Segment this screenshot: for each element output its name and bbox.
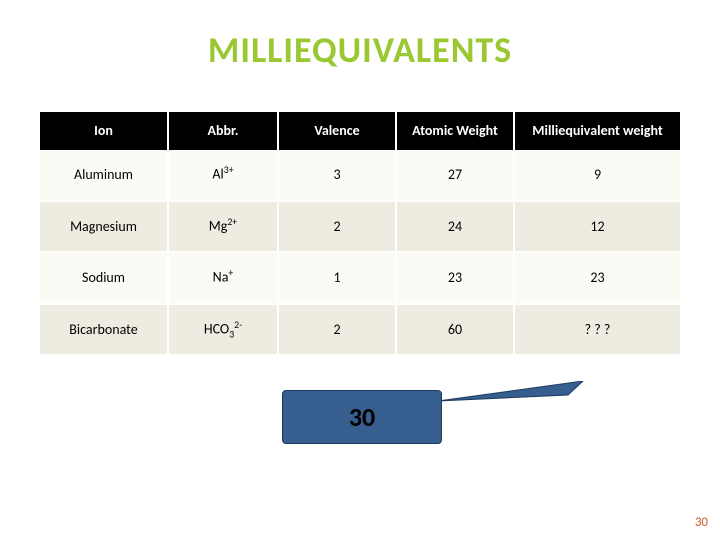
page-title: MILLIEQUIVALENTS: [0, 0, 720, 112]
cell-meq: 12: [514, 201, 680, 252]
col-header-atomic: Atomic Weight: [396, 112, 514, 150]
meq-table: Ion Abbr. Valence Atomic Weight Milliequ…: [40, 112, 680, 356]
table-row: Sodium Na+ 1 23 23: [40, 252, 680, 303]
abbr-sup: 2+: [227, 216, 237, 228]
cell-ion: Bicarbonate: [40, 304, 168, 355]
col-header-abbr: Abbr.: [168, 112, 278, 150]
abbr-sup: +: [228, 267, 233, 279]
table-header-row: Ion Abbr. Valence Atomic Weight Milliequ…: [40, 112, 680, 150]
col-header-valence: Valence: [278, 112, 396, 150]
cell-atomic: 27: [396, 150, 514, 200]
cell-abbr: Mg2+: [168, 201, 278, 252]
cell-atomic: 24: [396, 201, 514, 252]
table-row: Magnesium Mg2+ 2 24 12: [40, 201, 680, 252]
abbr-sup: 2-: [234, 319, 242, 331]
abbr-sup: 3+: [224, 164, 234, 176]
cell-meq: ? ? ?: [514, 304, 680, 355]
callout-value: 30: [349, 401, 375, 433]
table-row: Aluminum Al3+ 3 27 9: [40, 150, 680, 200]
cell-atomic: 23: [396, 252, 514, 303]
cell-abbr: Al3+: [168, 150, 278, 200]
cell-valence: 2: [278, 201, 396, 252]
abbr-base: Na: [213, 269, 229, 286]
cell-valence: 3: [278, 150, 396, 200]
cell-valence: 1: [278, 252, 396, 303]
cell-meq: 9: [514, 150, 680, 200]
abbr-base: Al: [212, 166, 223, 183]
callout-box: 30: [282, 390, 442, 444]
cell-abbr: Na+: [168, 252, 278, 303]
abbr-base: HCO: [204, 320, 229, 337]
abbr-base: Mg: [209, 217, 228, 234]
cell-ion: Sodium: [40, 252, 168, 303]
page-number: 30: [695, 515, 708, 530]
cell-valence: 2: [278, 304, 396, 355]
cell-ion: Magnesium: [40, 201, 168, 252]
col-header-meq: Milliequivalent weight: [514, 112, 680, 150]
table-row: Bicarbonate HCO32- 2 60 ? ? ?: [40, 304, 680, 355]
col-header-ion: Ion: [40, 112, 168, 150]
cell-meq: 23: [514, 252, 680, 303]
cell-ion: Aluminum: [40, 150, 168, 200]
cell-abbr: HCO32-: [168, 304, 278, 355]
cell-atomic: 60: [396, 304, 514, 355]
